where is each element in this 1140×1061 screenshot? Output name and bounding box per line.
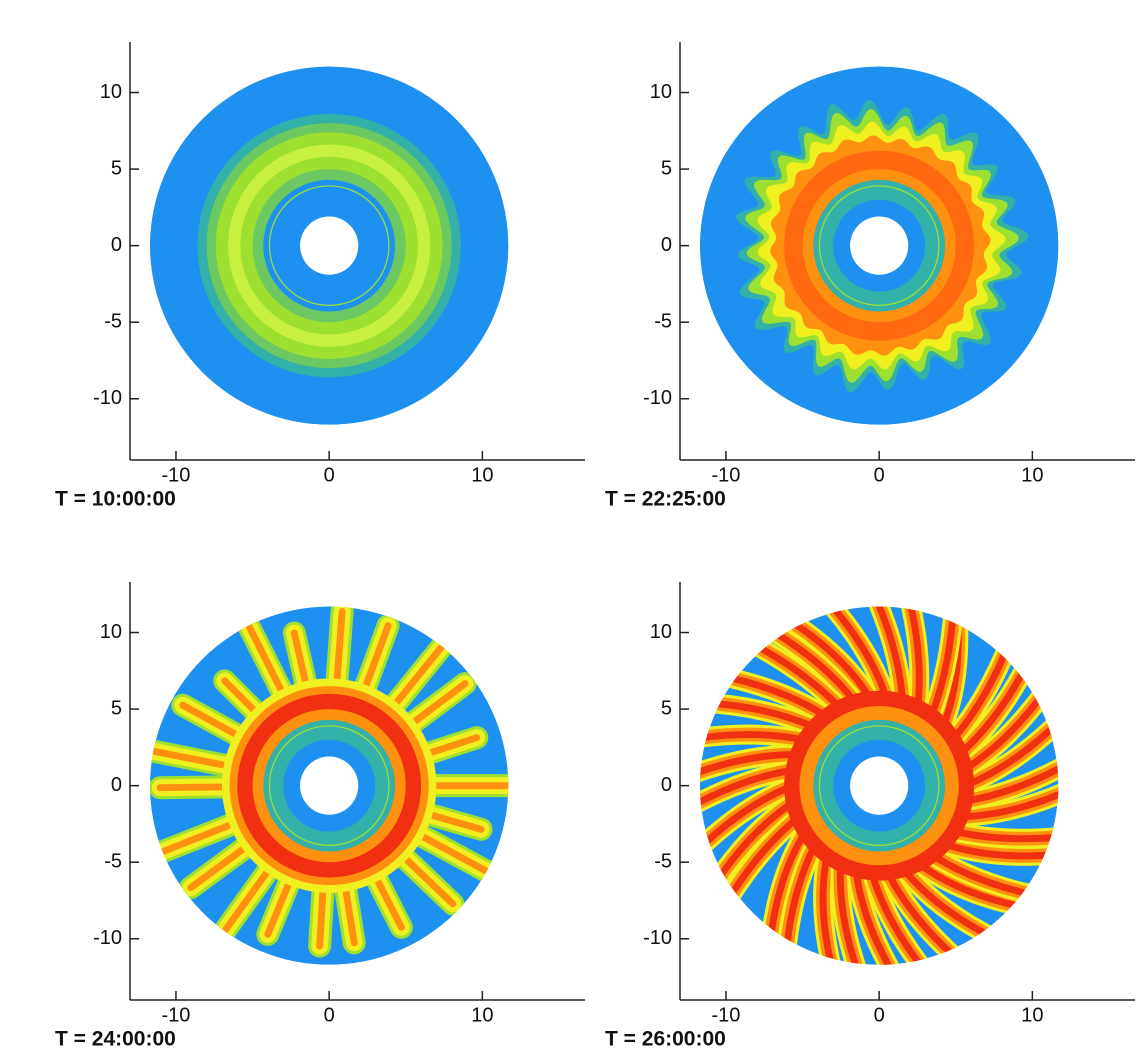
x-tick-label: 10	[471, 464, 493, 486]
y-tick-label: -10	[643, 387, 672, 409]
y-tick-label: -10	[643, 927, 672, 949]
x-tick-label: -10	[162, 1004, 191, 1026]
x-tick-label: 10	[1021, 464, 1043, 486]
y-tick-label: 10	[100, 81, 122, 103]
contour-field	[680, 587, 1078, 984]
y-tick-label: 5	[661, 157, 672, 179]
x-tick-label: 0	[324, 464, 335, 486]
panel-title: T = 22:25:00	[605, 488, 726, 511]
x-tick-label: -10	[162, 464, 191, 486]
y-tick-label: 0	[111, 774, 122, 796]
panel-title: T = 10:00:00	[55, 488, 176, 511]
figure: -10-50510-10010T = 10:00:00-10-50510-100…	[0, 0, 1140, 1061]
y-tick-label: -5	[104, 850, 122, 872]
hole	[300, 217, 358, 275]
hole	[850, 757, 908, 815]
y-tick-label: -5	[654, 310, 672, 332]
contour-field	[150, 66, 508, 424]
y-tick-label: -5	[104, 310, 122, 332]
x-tick-label: -10	[712, 464, 741, 486]
panel: -10 -5 0 5 10 -10 0 10 T = 22:25:00	[605, 42, 1135, 511]
y-tick-label: 0	[661, 234, 672, 256]
panel-title: T = 24:00:00	[55, 1028, 176, 1051]
contour-field	[150, 606, 517, 964]
panel: -10 -5 0 5 10 -10 0 10 T = 26:00:00	[605, 582, 1135, 1051]
y-tick-label: -10	[93, 927, 122, 949]
y-tick-label: 0	[111, 234, 122, 256]
panel: -10 -5 0 5 10 -10 0 10 T = 10:00:00	[55, 42, 585, 511]
y-tick-label: 5	[661, 697, 672, 719]
hole	[850, 217, 908, 275]
hole	[300, 757, 358, 815]
x-tick-label: 0	[874, 1004, 885, 1026]
y-tick-label: 10	[650, 621, 672, 643]
x-tick-label: 0	[874, 464, 885, 486]
x-tick-label: 10	[471, 1004, 493, 1026]
x-tick-label: -10	[712, 1004, 741, 1026]
contour-field	[700, 66, 1058, 424]
y-tick-label: 10	[650, 81, 672, 103]
y-tick-label: 5	[111, 157, 122, 179]
panel: -10 -5 0 5 10 -10 0 10 T = 24:00:00	[55, 582, 585, 1051]
y-tick-label: 0	[661, 774, 672, 796]
x-tick-label: 10	[1021, 1004, 1043, 1026]
x-tick-label: 0	[324, 1004, 335, 1026]
y-tick-label: -5	[654, 850, 672, 872]
y-tick-label: 10	[100, 621, 122, 643]
y-tick-label: 5	[111, 697, 122, 719]
panel-title: T = 26:00:00	[605, 1028, 726, 1051]
y-tick-label: -10	[93, 387, 122, 409]
